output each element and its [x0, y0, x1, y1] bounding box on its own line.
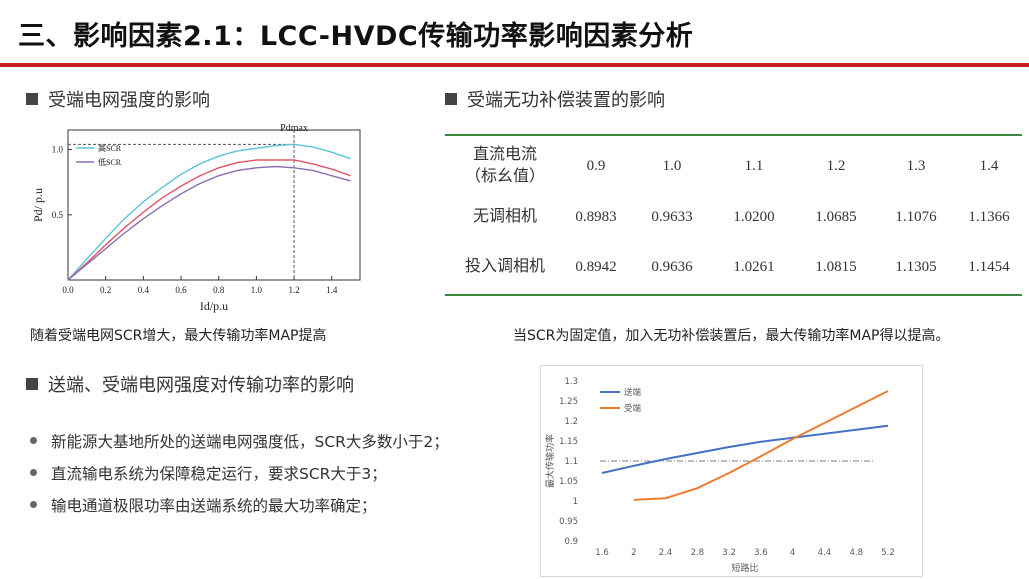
y-tick-label: 0.9	[564, 537, 578, 547]
x-tick-label: 3.6	[754, 548, 768, 558]
y-tick-label: 1.25	[559, 397, 578, 407]
section-heading-text: 送端、受端电网强度对传输功率的影响	[48, 375, 354, 396]
caption-right: 当SCR为固定值，加入无功补偿装置后，最大传输功率MAP得以提高。	[513, 328, 950, 344]
x-tick-label: 4.4	[818, 548, 832, 558]
x-tick-label: 0.6	[175, 285, 187, 295]
y-tick-label: 1.05	[559, 477, 578, 487]
table-column-header: 1.3	[907, 158, 926, 174]
table-cell: 0.8983	[575, 209, 616, 225]
y-tick-label: 0.95	[559, 517, 578, 527]
x-tick-label: 1.4	[326, 285, 338, 295]
legend-label: 受端	[624, 403, 642, 414]
bullet-item: 输电通道极限功率由送端系统的最大功率确定；	[30, 494, 377, 516]
plot-frame	[67, 129, 361, 281]
section-heading-text: 受端无功补偿装置的影响	[467, 90, 665, 111]
table-column-header: 0.9	[587, 158, 606, 174]
y-tick-label: 0.5	[52, 210, 64, 220]
table-cell: 1.0685	[815, 209, 856, 225]
bullet-text: 新能源大基地所处的送端电网强度低，SCR大多数小于2；	[51, 433, 449, 451]
x-tick-label: 0.2	[100, 285, 111, 295]
table-cell: 1.1305	[895, 259, 936, 275]
table-cell: 1.0200	[733, 209, 774, 225]
x-axis-label: Id/p.u	[200, 299, 228, 313]
pv-series-line	[67, 143, 351, 281]
pdmax-annotation: Pdmax	[280, 123, 308, 134]
section-heading-receiving-strength: 受端电网强度的影响	[26, 86, 210, 112]
scr-series-line	[633, 390, 889, 501]
bullet-text: 输电通道极限功率由送端系统的最大功率确定；	[51, 497, 377, 515]
table-cell: 1.0815	[815, 259, 856, 275]
y-tick-label: 1.3	[564, 377, 578, 387]
x-tick-label: 1.2	[288, 285, 299, 295]
pv-series-line	[67, 159, 351, 281]
bullet-dot-icon	[30, 501, 37, 508]
table-cell: 1.0261	[733, 259, 774, 275]
legend-label: 送端	[624, 387, 642, 398]
x-tick-label: 2.4	[659, 548, 673, 558]
y-tick-label: 1.2	[564, 417, 578, 427]
square-bullet-icon	[445, 93, 457, 105]
table-cell: 0.9636	[651, 259, 693, 275]
table-column-header: 1.2	[827, 158, 846, 174]
square-bullet-icon	[26, 378, 38, 390]
table-header-label-line2: （标幺值）	[465, 167, 545, 185]
title-rule	[0, 63, 1029, 67]
x-tick-label: 2	[631, 548, 636, 558]
reactive-comp-table: 直流电流 （标幺值） 0.9 1.0 1.1 1.2 1.3 1.4 无调相机 0.8983 0…	[445, 134, 1022, 296]
x-tick-label: 4.8	[849, 548, 863, 558]
legend-label: 低SCR	[98, 157, 122, 167]
x-axis-label: 短路比	[731, 562, 758, 574]
slide-title: 三、影响因素2.1：LCC-HVDC传输功率影响因素分析	[18, 21, 694, 52]
x-tick-label: 4	[790, 548, 795, 558]
x-tick-label: 0.8	[213, 285, 225, 295]
legend-label: 高SCR	[98, 143, 122, 153]
square-bullet-icon	[26, 93, 38, 105]
y-tick-label: 1	[573, 497, 578, 507]
section-heading-text: 受端电网强度的影响	[48, 90, 210, 111]
y-tick-label: 1.1	[564, 457, 578, 467]
caption-left: 随着受端电网SCR增大，最大传输功率MAP提高	[30, 328, 327, 344]
y-tick-label: 1.0	[52, 145, 64, 155]
table-column-header: 1.4	[980, 158, 999, 174]
table-column-header: 1.1	[745, 158, 764, 174]
x-tick-label: 2.8	[691, 548, 705, 558]
table-cell: 1.1076	[895, 209, 937, 225]
x-tick-label: 1.6	[595, 548, 609, 558]
pv-series-line	[67, 165, 351, 281]
section-heading-both-strength: 送端、受端电网强度对传输功率的影响	[26, 371, 354, 397]
y-tick-label: 1.15	[559, 437, 578, 447]
bullet-dot-icon	[30, 437, 37, 444]
table-cell: 0.9633	[651, 209, 692, 225]
section-heading-reactive-comp: 受端无功补偿装置的影响	[445, 86, 665, 112]
y-axis-label: 最大传输功率	[544, 434, 556, 488]
table-cell: 0.8942	[575, 259, 616, 275]
pv-curve-chart: 0.0 0.2 0.4 0.6 0.8 1.0 1.2 1.4 0.5 1.0 Id/p.u Pd/ …	[31, 123, 361, 313]
x-tick-label: 0.4	[138, 285, 150, 295]
bullet-item: 新能源大基地所处的送端电网强度低，SCR大多数小于2；	[30, 430, 449, 452]
bullet-dot-icon	[30, 469, 37, 476]
scr-series-line	[601, 424, 889, 474]
y-axis-label: Pd/ p.u	[31, 188, 45, 222]
x-tick-label: 1.0	[251, 285, 263, 295]
table-header-label-line1: 直流电流	[473, 145, 537, 163]
bullet-text: 直流输电系统为保障稳定运行，要求SCR大于3；	[51, 465, 387, 483]
table-row-label: 投入调相机	[465, 257, 545, 275]
x-tick-label: 5.2	[881, 548, 895, 558]
x-tick-label: 3.2	[722, 548, 736, 558]
table-cell: 1.1366	[968, 209, 1010, 225]
scr-line-chart: 0.9 0.95 1 1.05 1.1 1.15 1.2 1.25 1.3 1.6 2 2.4 2.8 3…	[540, 365, 923, 577]
x-tick-label: 0.0	[62, 285, 74, 295]
bullet-item: 直流输电系统为保障稳定运行，要求SCR大于3；	[30, 462, 387, 484]
table-cell: 1.1454	[968, 259, 1010, 275]
table-row-label: 无调相机	[473, 207, 537, 225]
table-column-header: 1.0	[663, 158, 682, 174]
